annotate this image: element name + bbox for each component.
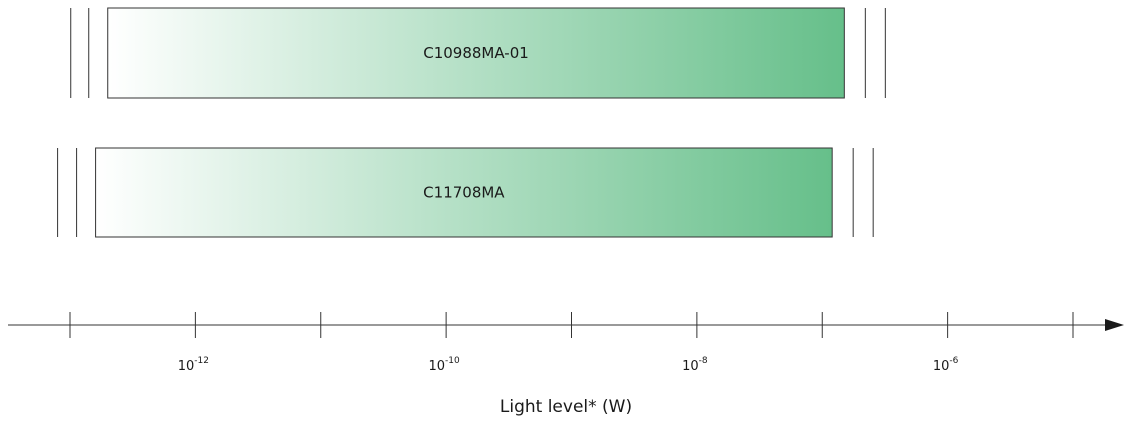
x-tick-label: 10-12 [178,356,209,374]
x-axis-label: Light level* (W) [500,397,632,417]
range-bar-fill [95,147,833,238]
range-bar-label: C11708MA [423,184,505,202]
x-tick-label: 10-10 [429,356,461,374]
x-axis-arrow [1105,319,1124,331]
range-bar-1: C10988MA-01 [70,7,886,99]
range-bar-fill [107,7,845,99]
x-axis-ticks: 10-12 10-10 10-8 10-6 [69,312,1074,374]
x-tick-label: 10-6 [933,356,959,374]
bar-group: C10988MA-01 C11708MA [57,7,886,238]
x-tick-label: 10-8 [682,356,708,374]
range-bar-2: C11708MA [57,147,874,238]
range-bar-label: C10988MA-01 [423,44,529,62]
